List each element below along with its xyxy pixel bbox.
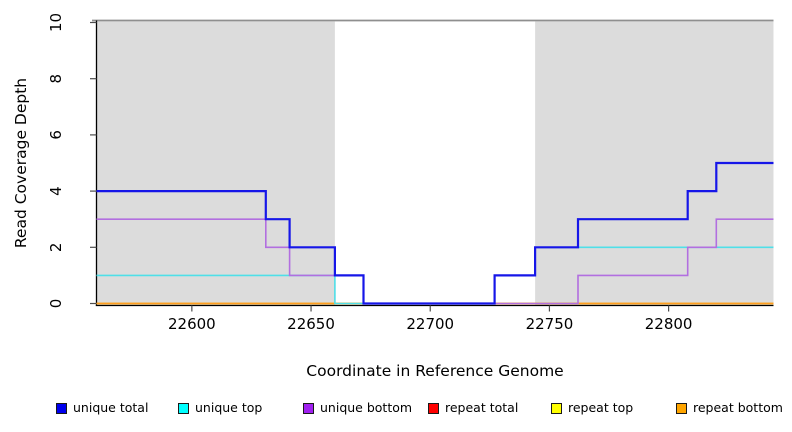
- x-tick-label: 22650: [287, 315, 335, 333]
- y-tick-label: 0: [47, 299, 65, 309]
- legend-label: repeat bottom: [693, 400, 783, 415]
- legend-swatch-icon: [56, 402, 67, 414]
- legend-label: unique total: [73, 400, 149, 415]
- y-tick-label: 6: [47, 130, 65, 140]
- y-tick-label: 2: [47, 243, 65, 253]
- legend-swatch-icon: [676, 402, 687, 414]
- x-tick-label: 22800: [645, 315, 693, 333]
- legend-swatch-icon: [178, 402, 189, 414]
- legend-swatch-icon: [303, 402, 314, 414]
- y-tick-label: 4: [47, 186, 65, 196]
- shaded-region: [96, 21, 335, 305]
- series-unique-total: [96, 161, 774, 305]
- y-tick-label: 8: [47, 74, 65, 84]
- legend: unique total unique top unique bottom repea…: [0, 399, 792, 421]
- legend-label: repeat total: [445, 400, 519, 415]
- y-tick-label: 10: [47, 13, 65, 32]
- legend-label: unique bottom: [320, 400, 413, 415]
- legend-label: unique top: [195, 400, 263, 415]
- legend-swatch-icon: [428, 402, 439, 414]
- legend-label: repeat top: [568, 400, 634, 415]
- y-axis-title: Read Coverage Depth: [12, 77, 30, 249]
- x-tick-label: 22700: [406, 315, 454, 333]
- legend-swatch-icon: [551, 402, 562, 414]
- x-tick-label: 22600: [168, 315, 216, 333]
- x-tick-label: 22750: [526, 315, 574, 333]
- x-axis-title: Coordinate in Reference Genome: [306, 362, 564, 380]
